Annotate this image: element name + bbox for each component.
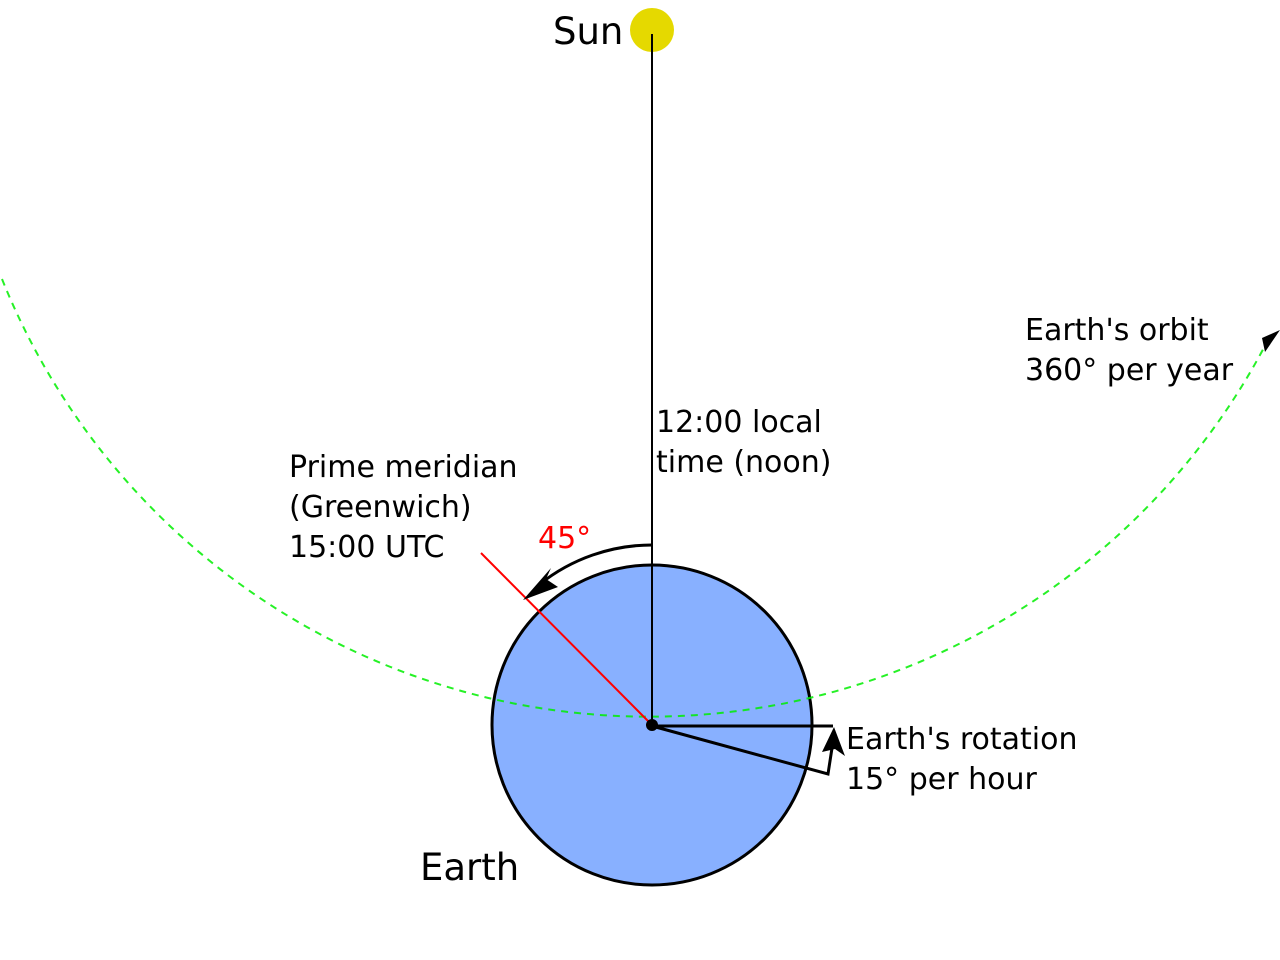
- prime-label-line2: (Greenwich): [289, 490, 472, 525]
- rotation-arrowhead-icon: [822, 727, 845, 756]
- prime-label-line1: Prime meridian: [289, 450, 518, 485]
- angle-arrowhead-icon: [523, 568, 558, 600]
- rotation-line: [651, 724, 834, 776]
- angle-label: 45°: [538, 521, 591, 556]
- rotation-label-line1: Earth's rotation: [846, 722, 1078, 757]
- noon-label-line2: time (noon): [656, 445, 831, 480]
- prime-meridian-line: [480, 552, 653, 726]
- angle-arc: [539, 543, 653, 586]
- earth-orbit-path: [1, 278, 1269, 718]
- orbit-label-line1: Earth's orbit: [1025, 313, 1209, 348]
- prime-label-line3: 15:00 UTC: [289, 530, 444, 565]
- orbit-label-line2: 360° per year: [1025, 353, 1234, 388]
- rotation-label-line2: 15° per hour: [846, 762, 1037, 797]
- noon-label-line1: 12:00 local: [656, 405, 822, 440]
- sun-icon: [630, 8, 674, 52]
- earth-label: Earth: [420, 846, 519, 889]
- orbit-arrowhead-icon: [1262, 330, 1280, 352]
- earth-center-dot: [646, 719, 658, 731]
- sun-label: Sun: [553, 10, 623, 53]
